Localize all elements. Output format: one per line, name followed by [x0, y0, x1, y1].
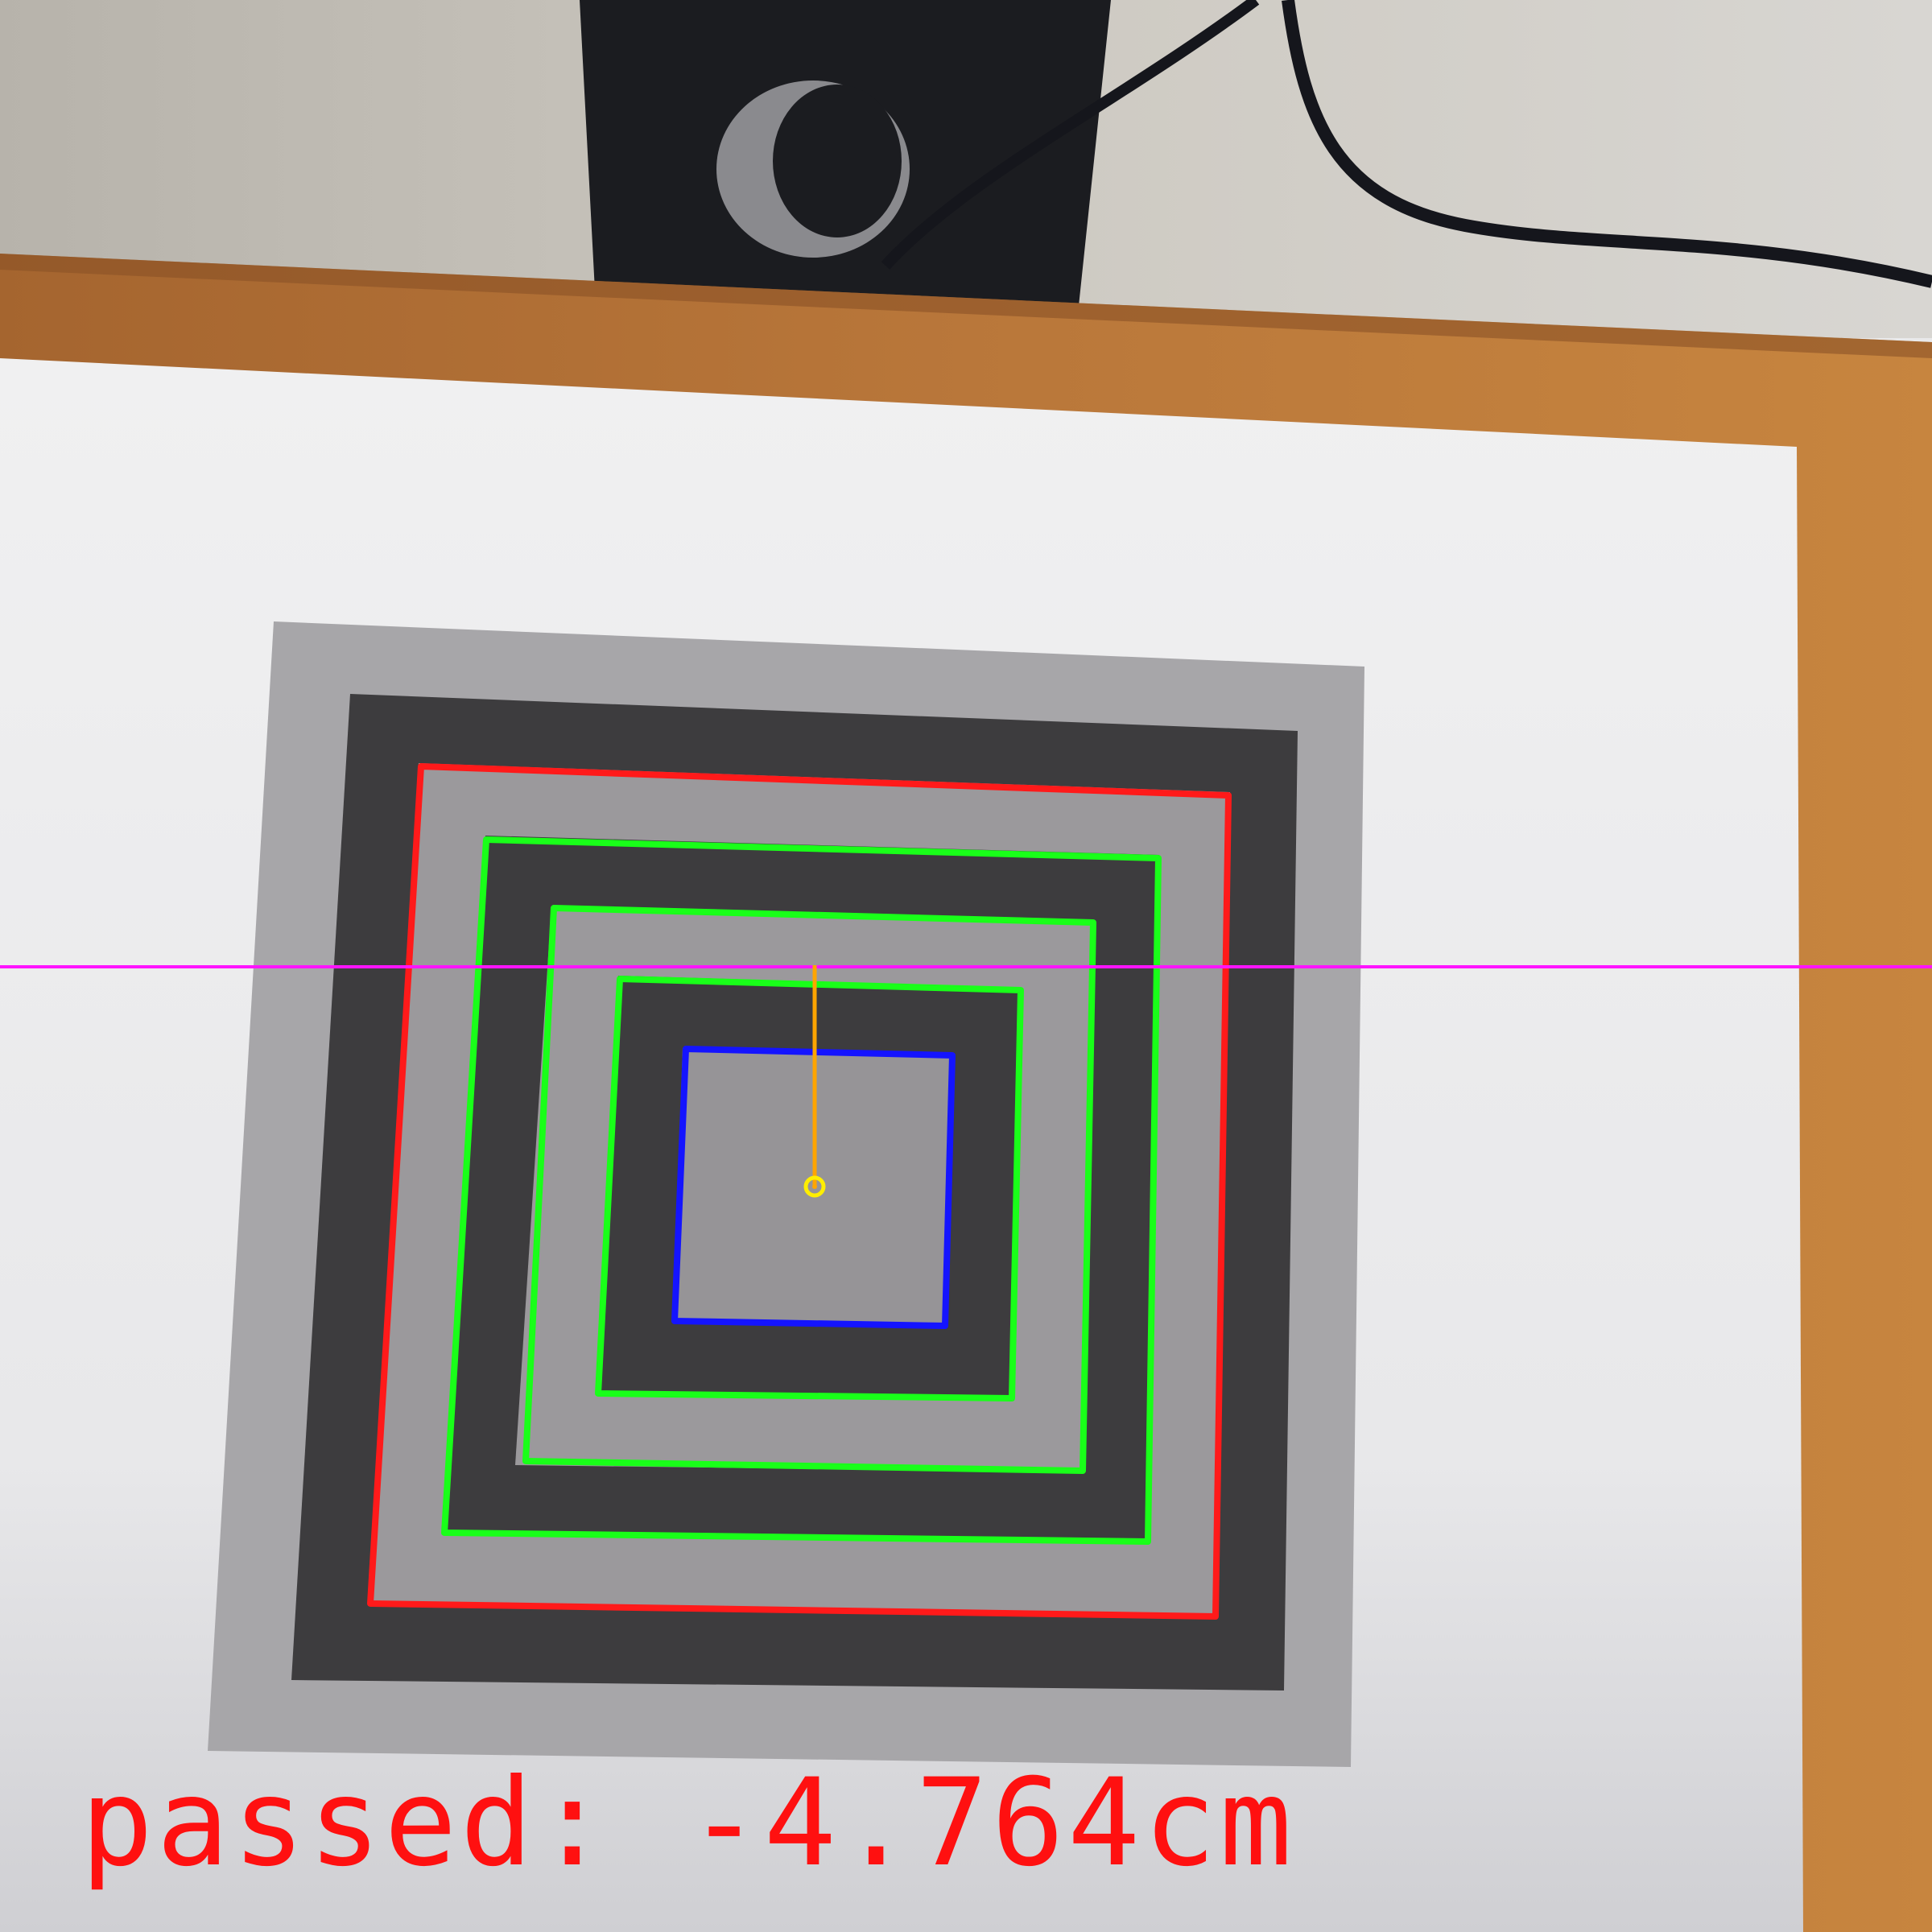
result-value: -4.764cm — [687, 1753, 1295, 1893]
desk-edge-shadow — [0, 254, 1932, 358]
inner-contour-blue — [671, 1046, 956, 1329]
center-dot — [812, 1184, 817, 1189]
result-label: passed: — [80, 1753, 613, 1893]
monitor-stand-hole-shadow — [773, 85, 902, 237]
cable — [1282, 0, 1932, 288]
contour-green-3 — [595, 976, 1024, 1402]
contour-green-1 — [441, 836, 1162, 1545]
contour-green-2 — [522, 905, 1096, 1474]
cable-2 — [881, 0, 1260, 270]
outer-contour-red — [367, 763, 1232, 1620]
center-marker — [803, 1175, 826, 1198]
result-readout: passed: -4.764cm — [80, 1763, 1295, 1884]
